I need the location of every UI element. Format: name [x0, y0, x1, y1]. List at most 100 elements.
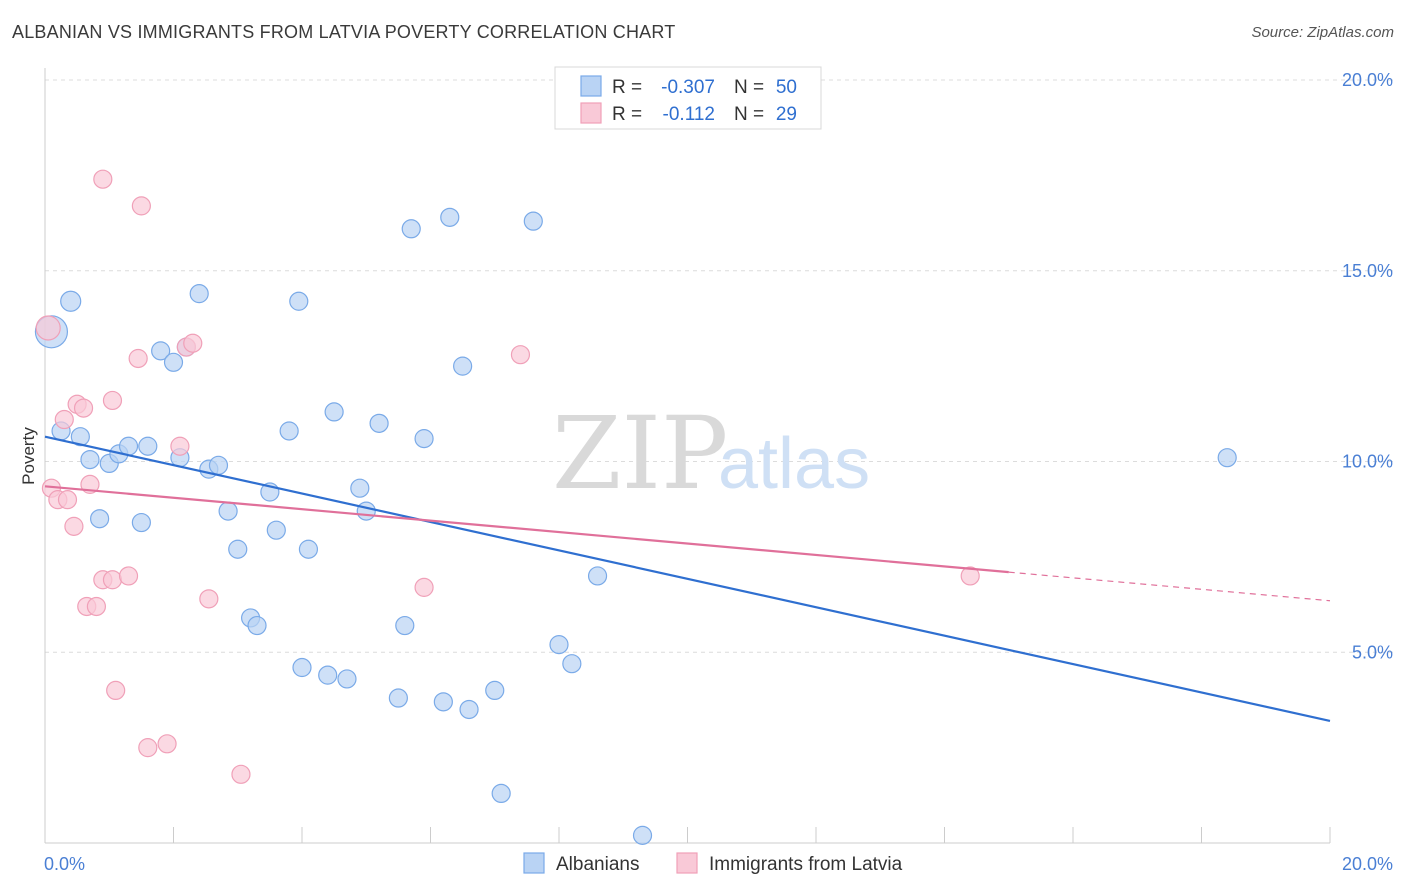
watermark-atlas: atlas — [718, 424, 870, 504]
latvia-point — [93, 169, 113, 189]
albanian-point — [208, 455, 229, 475]
trend-lines — [44, 435, 1331, 722]
bottom-legend-label: Immigrants from Latvia — [709, 854, 903, 875]
latvia-point — [131, 196, 151, 216]
latvia-point — [170, 436, 190, 456]
albanian-point — [228, 539, 248, 559]
latvia-point — [54, 409, 74, 430]
albanian-point — [292, 657, 312, 678]
albanian-point — [485, 680, 505, 701]
latvia-point — [510, 345, 531, 365]
albanian-point — [138, 436, 158, 456]
albanian-point — [218, 501, 238, 521]
albanian-point — [318, 665, 338, 685]
legend-n-value: 50 — [776, 77, 797, 98]
albanian-point — [279, 421, 299, 441]
data-points — [34, 169, 1237, 845]
albanian-point — [388, 688, 408, 708]
albanian-point — [60, 290, 82, 312]
albanian-point — [90, 509, 110, 529]
legend-n-label: N = — [734, 104, 764, 125]
latvia-trend-line — [44, 485, 1009, 574]
legend-n-label: N = — [734, 77, 764, 98]
latvia-point — [414, 577, 434, 597]
albanian-point — [289, 291, 309, 311]
albanian-point — [562, 654, 582, 674]
legend-r-label: R = — [612, 104, 642, 125]
albanian-point — [151, 341, 171, 361]
latvia-point — [128, 348, 148, 369]
bottom-legend-label: Albanians — [556, 854, 639, 875]
albanian-point — [632, 825, 653, 845]
latvia-point — [102, 390, 123, 411]
latvia-point — [35, 315, 61, 341]
latvia-point — [64, 516, 84, 536]
albanian-point — [453, 356, 473, 376]
albanian-point — [266, 520, 286, 540]
albanian-point — [414, 429, 434, 449]
albanian-point — [549, 635, 569, 655]
latvia-point — [86, 596, 107, 617]
legend-swatch — [580, 102, 602, 124]
axes — [44, 68, 1331, 844]
watermark-zip: ZIP — [552, 395, 728, 512]
albanian-point — [163, 352, 184, 372]
bottom-legend-swatch — [523, 852, 545, 874]
albanian-point — [369, 413, 389, 433]
latvia-point — [157, 734, 177, 754]
legend: R = -0.307 N = 50 R = -0.112 N = 29 — [554, 66, 822, 130]
albanian-point — [324, 402, 344, 422]
legend-swatch — [580, 75, 602, 97]
latvia-point — [106, 680, 126, 701]
albanian-point — [395, 615, 415, 636]
x-tick-label-max: 20.0% — [1342, 854, 1393, 874]
legend-r-value: -0.112 — [663, 104, 715, 125]
chart-title: ALBANIAN VS IMMIGRANTS FROM LATVIA POVER… — [12, 22, 676, 42]
albanian-point — [356, 501, 376, 521]
latvia-point — [102, 570, 123, 590]
latvia-point — [960, 566, 980, 586]
y-tick-label: 20.0% — [1342, 70, 1393, 90]
albanian-point — [118, 436, 139, 456]
albanian-point — [459, 699, 479, 720]
albanian-point — [189, 284, 209, 304]
albanian-point — [1217, 448, 1237, 468]
albanian-point — [131, 512, 151, 533]
latvia-point — [57, 490, 78, 510]
y-tick-label: 10.0% — [1342, 452, 1393, 472]
albanian-point — [433, 692, 453, 712]
albanian-point — [523, 211, 543, 231]
albanian-trend-line — [44, 435, 1331, 722]
albanian-point — [350, 478, 370, 498]
y-tick-label: 5.0% — [1352, 642, 1393, 662]
albanian-point — [70, 427, 90, 447]
grid-lines — [45, 79, 1394, 653]
latvia-trend-extension — [1008, 571, 1331, 602]
albanian-point — [298, 539, 319, 559]
bottom-legend-swatch — [676, 852, 698, 874]
albanian-point — [440, 207, 460, 227]
albanian-point — [80, 449, 100, 470]
latvia-point — [183, 333, 203, 353]
latvia-point — [199, 589, 219, 609]
watermark: ZIP atlas — [552, 395, 870, 512]
legend-n-value: 29 — [776, 104, 797, 125]
y-axis-label: Poverty — [19, 427, 38, 485]
source-label: Source: ZipAtlas.com — [1251, 24, 1394, 41]
latvia-point — [231, 764, 251, 784]
albanian-point — [491, 783, 511, 804]
legend-r-value: -0.307 — [661, 77, 715, 98]
latvia-point — [73, 398, 94, 418]
albanian-point — [247, 615, 267, 636]
bottom-legend: Albanians Immigrants from Latvia — [523, 852, 903, 875]
y-tick-label: 15.0% — [1342, 261, 1393, 281]
albanian-point — [337, 669, 357, 689]
tick-labels: 5.0% 10.0% 15.0% 20.0% 0.0% 20.0% — [44, 70, 1393, 874]
latvia-point — [118, 566, 139, 586]
albanian-point — [401, 219, 421, 239]
x-tick-label-min: 0.0% — [44, 854, 85, 874]
albanian-point — [587, 566, 608, 586]
latvia-point — [138, 738, 158, 758]
legend-r-label: R = — [612, 77, 642, 98]
